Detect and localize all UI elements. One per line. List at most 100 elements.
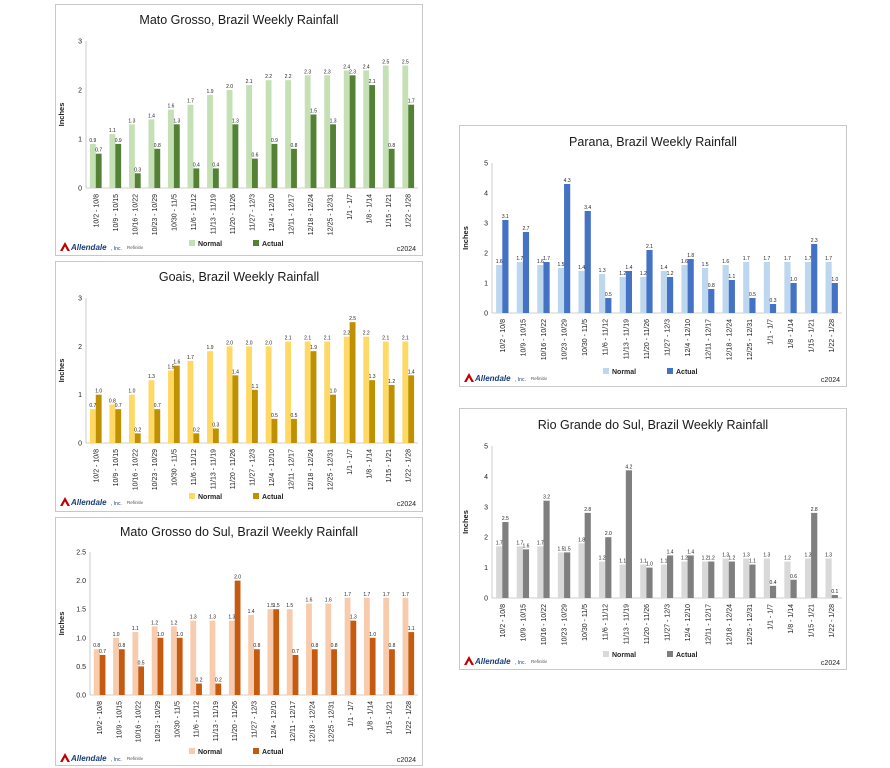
x-tick-label: 10/9 - 10/15: [113, 449, 120, 486]
bar-actual: [408, 104, 415, 188]
chart-panel-mato-grosso: Mato Grosso, Brazil Weekly Rainfall 0 1 2 3 I…: [55, 4, 423, 256]
x-tick-label: 1/8 - 1/14: [788, 604, 795, 634]
legend-swatch-actual: [253, 240, 259, 246]
chart-title: Goais, Brazil Weekly Rainfall: [159, 270, 319, 284]
x-tick-label: 10/9 - 10/15: [520, 319, 527, 356]
data-label-actual: 0.8: [253, 643, 260, 649]
data-label-normal: 1.7: [516, 256, 523, 262]
data-label-actual: 0.7: [99, 649, 106, 655]
bar-normal: [402, 341, 409, 443]
data-label-normal: 1.3: [825, 552, 832, 558]
bar-actual: [196, 683, 202, 695]
bar-normal: [128, 394, 135, 443]
data-label-normal: 1.1: [619, 559, 626, 565]
x-tick-label: 10/30 - 11/5: [582, 319, 589, 356]
data-label-actual: 1.7: [543, 256, 550, 262]
bar-normal: [285, 80, 292, 188]
bar-normal: [681, 265, 688, 313]
bar-normal: [248, 614, 254, 695]
data-label-actual: 1.1: [749, 559, 756, 565]
y-tick-label: 2: [78, 88, 82, 95]
legend-label-normal: Normal: [198, 749, 222, 756]
data-label-actual: 2.0: [605, 531, 612, 537]
bar-normal: [722, 265, 729, 313]
legend-swatch-normal: [189, 240, 195, 246]
bar-actual: [790, 283, 797, 313]
x-tick-label: 11/20 - 11/26: [644, 319, 651, 359]
data-label-normal: 1.6: [722, 259, 729, 265]
x-tick-label: 1/15 - 1/21: [809, 604, 816, 638]
bar-normal: [93, 649, 100, 695]
x-tick-label: 11/27 - 12/3: [250, 449, 257, 486]
x-tick-label: 1/15 - 1/21: [809, 319, 816, 353]
data-label-actual: 0.8: [291, 143, 298, 149]
logo-suffix: , Inc.: [515, 660, 526, 666]
data-label-normal: 1.7: [383, 592, 390, 598]
bar-actual: [728, 561, 735, 598]
data-label-actual: 0.8: [118, 643, 125, 649]
bar-normal: [168, 109, 174, 188]
bar-actual: [310, 351, 317, 443]
bar-normal: [804, 558, 812, 598]
data-label-actual: 1.2: [667, 271, 674, 277]
bar-actual: [388, 385, 395, 443]
data-label-normal: 1.7: [743, 256, 750, 262]
bar-actual: [330, 124, 336, 188]
bar-normal: [304, 75, 311, 188]
allendale-logo: Allendale , Inc.: [464, 373, 526, 383]
x-tick-label: 10/16 - 10/22: [541, 604, 548, 645]
bar-normal: [743, 558, 750, 598]
bar-normal: [640, 564, 647, 598]
data-label-actual: 0.4: [212, 162, 219, 168]
bar-normal: [382, 341, 389, 443]
bar-actual: [291, 148, 297, 188]
bar-normal: [383, 597, 390, 695]
bar-normal: [402, 65, 409, 188]
bar-normal: [660, 564, 667, 598]
copyright-label: c2024: [397, 501, 416, 508]
logo-name: Allendale: [70, 754, 107, 763]
data-label-actual: 1.1: [251, 384, 258, 390]
y-tick-label: 1: [78, 137, 82, 144]
x-tick-label: 11/27 - 12/3: [665, 319, 672, 356]
x-tick-label: 1/8 - 1/14: [367, 701, 374, 731]
bar-actual: [212, 428, 219, 443]
bar-actual: [193, 168, 200, 188]
x-tick-label: 11/13 - 11/19: [210, 194, 217, 234]
bar-normal: [171, 626, 177, 695]
data-label-actual: 1.3: [369, 374, 376, 380]
bar-normal: [537, 265, 544, 313]
legend-label-normal: Normal: [612, 369, 636, 376]
logo-suffix: , Inc.: [111, 246, 122, 252]
bar-actual: [193, 433, 200, 443]
data-label-actual: 1.4: [687, 549, 694, 555]
data-label-actual: 0.5: [138, 660, 145, 666]
bar-actual: [522, 232, 530, 313]
bar-actual: [667, 555, 674, 598]
x-tick-label: 12/25 - 12/31: [328, 449, 335, 490]
data-label-normal: 1.2: [599, 556, 606, 562]
logo-suffix: , Inc.: [515, 377, 526, 383]
data-label-actual: 1.5: [273, 603, 280, 609]
bar-actual: [502, 220, 509, 313]
data-label-actual: 1.0: [157, 632, 164, 638]
data-label-normal: 2.2: [265, 74, 272, 80]
x-tick-label: 1/22 - 1/28: [829, 319, 836, 353]
data-label-normal: 2.1: [304, 336, 311, 342]
bar-actual: [157, 637, 164, 695]
bar-actual: [95, 394, 102, 443]
data-label-normal: 1.4: [148, 113, 155, 119]
data-label-normal: 1.6: [167, 104, 174, 110]
data-label-actual: 0.8: [154, 143, 161, 149]
y-tick-label: 4: [484, 474, 488, 481]
data-label-actual: 0.9: [115, 138, 122, 144]
data-label-actual: 2.1: [646, 244, 653, 250]
y-tick-label: 0.0: [76, 693, 86, 700]
data-label-normal: 1.8: [578, 537, 585, 543]
data-label-normal: 1.4: [660, 265, 667, 271]
y-axis-label: Inches: [57, 612, 66, 636]
data-label-actual: 0.6: [790, 574, 797, 580]
bar-normal: [681, 561, 688, 598]
bar-actual: [310, 114, 317, 188]
data-label-normal: 1.0: [128, 389, 135, 395]
